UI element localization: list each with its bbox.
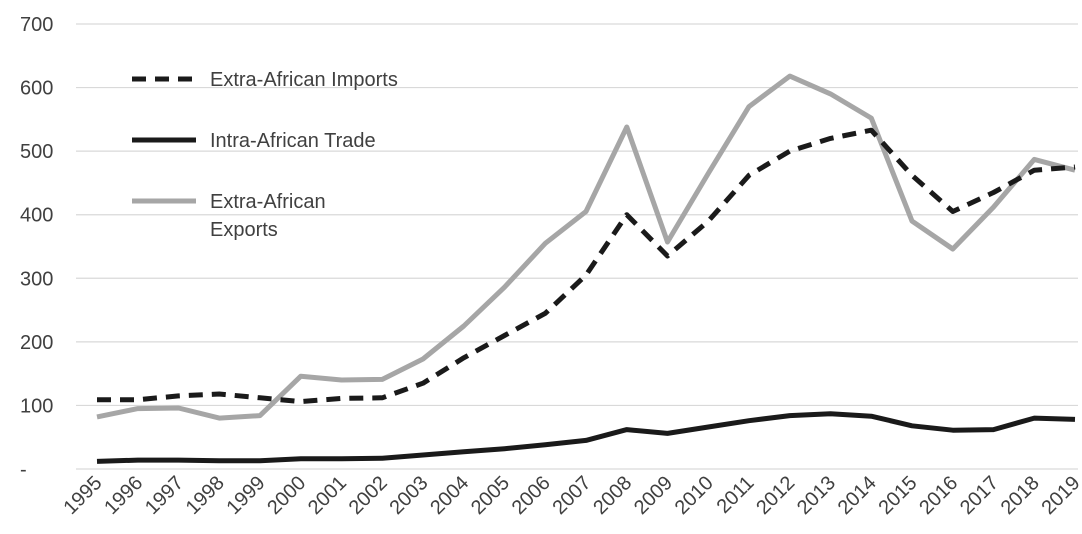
legend-label-extra-african-exports-line2: Exports — [210, 219, 278, 241]
x-tick-label: 2002 — [345, 472, 392, 519]
series-line-extra-african-imports — [97, 127, 1076, 405]
x-tick-label: 2017 — [956, 472, 1003, 519]
legend: Extra-African Imports Intra-African Trad… — [132, 69, 398, 241]
y-tick-label: 700 — [20, 14, 53, 36]
x-tick-label: 2007 — [549, 472, 596, 519]
x-tick-label: 2018 — [997, 472, 1044, 519]
x-tick-label: 1999 — [223, 472, 270, 519]
x-tick-label: 2003 — [386, 472, 433, 519]
x-tick-label: 1998 — [182, 472, 229, 519]
legend-label-extra-african-imports: Extra-African Imports — [210, 69, 398, 91]
x-tick-label: 2011 — [713, 472, 759, 518]
x-tick-label: 2004 — [426, 472, 473, 519]
x-tick-label: 2001 — [304, 472, 351, 519]
x-tick-label: 2006 — [508, 472, 555, 519]
gridlines — [76, 23, 1078, 470]
y-tick-label: 200 — [20, 332, 53, 354]
series-line-intra-african-trade — [96, 411, 1076, 464]
x-tick-label: 2014 — [834, 472, 881, 519]
series-line-extra-african-exports — [96, 73, 1076, 421]
x-tick-label: 2005 — [467, 472, 514, 519]
x-tick-label: 2000 — [263, 472, 310, 519]
x-tick-label: 2015 — [875, 472, 922, 519]
x-tick-label: 1995 — [60, 472, 107, 519]
x-tick-label: 2009 — [630, 472, 677, 519]
y-tick-label: 500 — [20, 141, 53, 163]
series-lines — [96, 73, 1076, 464]
x-tick-label: 2008 — [589, 472, 636, 519]
y-tick-label: 300 — [20, 268, 53, 290]
y-tick-label: 600 — [20, 78, 53, 100]
y-tick-label: - — [20, 459, 27, 481]
x-tick-label: 2019 — [1038, 472, 1082, 519]
x-tick-label: 2013 — [793, 472, 840, 519]
x-tick-label: 2016 — [915, 472, 962, 519]
x-axis-tick-labels: 1995199619971998199920002001200220032004… — [60, 472, 1082, 519]
x-tick-label: 1997 — [141, 472, 188, 519]
x-tick-label: 2010 — [671, 472, 718, 519]
y-tick-label: 400 — [20, 205, 53, 227]
x-tick-label: 1996 — [100, 472, 147, 519]
y-axis-tick-labels: - 100 200 300 400 500 600 700 — [20, 14, 53, 481]
y-tick-label: 100 — [20, 395, 53, 417]
legend-label-extra-african-exports: Extra-African — [210, 191, 326, 213]
legend-label-intra-african-trade: Intra-African Trade — [210, 130, 376, 152]
x-tick-label: 2012 — [752, 472, 799, 519]
